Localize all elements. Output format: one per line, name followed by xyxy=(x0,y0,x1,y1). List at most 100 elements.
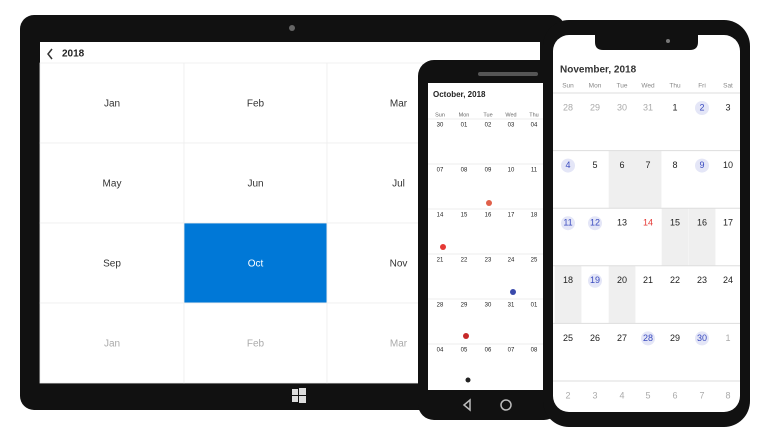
day-label[interactable]: 24 xyxy=(508,258,515,264)
day-label[interactable]: 23 xyxy=(485,258,492,264)
month-cell[interactable] xyxy=(39,302,185,384)
day-label[interactable]: 01 xyxy=(461,123,468,129)
day-label[interactable]: 3 xyxy=(725,102,730,112)
day-label[interactable]: 6 xyxy=(672,390,677,400)
day-label[interactable]: 07 xyxy=(437,168,444,174)
month-cell[interactable] xyxy=(183,142,328,224)
month-cell[interactable] xyxy=(39,142,185,224)
nav-home[interactable] xyxy=(500,399,512,411)
day-label[interactable]: 17 xyxy=(508,213,515,219)
day-marker xyxy=(561,158,575,173)
day-label[interactable]: 28 xyxy=(643,333,653,343)
day-label[interactable]: 25 xyxy=(563,333,573,343)
android-phone: October, 2018 Sun Mon Tue Wed Thu 30 01 02 03 04 0… xyxy=(418,60,560,420)
day-label[interactable]: 31 xyxy=(508,303,515,309)
day-label[interactable]: 08 xyxy=(531,348,538,354)
day-label[interactable]: 3 xyxy=(592,390,597,400)
day-label[interactable]: 27 xyxy=(617,333,627,343)
day-label[interactable]: 9 xyxy=(699,160,704,170)
day-label[interactable]: 1 xyxy=(672,102,677,112)
day-label[interactable]: 29 xyxy=(590,102,600,112)
day-label[interactable]: 28 xyxy=(563,102,573,112)
day-label[interactable]: 7 xyxy=(645,160,650,170)
day-label[interactable]: 13 xyxy=(617,218,627,228)
day-label[interactable]: 8 xyxy=(672,160,677,170)
day-label[interactable]: 15 xyxy=(461,213,468,219)
day-label[interactable]: 16 xyxy=(485,213,492,219)
windows-logo[interactable] xyxy=(292,388,306,403)
day-label[interactable]: 25 xyxy=(531,258,538,264)
day-marker xyxy=(588,273,602,288)
day-label[interactable]: 06 xyxy=(485,348,492,354)
day-label[interactable]: 4 xyxy=(565,160,570,170)
month-cell[interactable] xyxy=(183,302,328,384)
day-label[interactable]: 2 xyxy=(699,102,704,112)
day-marker xyxy=(695,158,709,173)
month-label: Mar xyxy=(390,99,408,110)
day-label[interactable]: 04 xyxy=(531,123,538,129)
day-label[interactable]: 26 xyxy=(590,333,600,343)
month-label: Mar xyxy=(390,339,408,350)
day-label[interactable]: 30 xyxy=(697,333,707,343)
day-label[interactable]: 22 xyxy=(461,258,468,264)
day-label[interactable]: 8 xyxy=(725,390,730,400)
day-label[interactable]: 08 xyxy=(461,168,468,174)
day-label[interactable]: 18 xyxy=(531,213,538,219)
day-marker xyxy=(588,216,602,231)
day-label[interactable]: 30 xyxy=(617,102,627,112)
day-label[interactable]: 28 xyxy=(437,303,444,309)
android-screen xyxy=(428,83,553,390)
day-label[interactable]: 11 xyxy=(563,218,572,228)
day-label[interactable]: 22 xyxy=(670,275,680,285)
android-title: October, 2018 xyxy=(433,90,486,99)
nav-back[interactable] xyxy=(462,398,471,412)
day-label[interactable]: 05 xyxy=(461,348,468,354)
day-label[interactable]: 11 xyxy=(531,168,538,174)
weekday-label: Sun xyxy=(562,83,574,90)
day-label[interactable]: 03 xyxy=(508,123,515,129)
day-label[interactable]: 01 xyxy=(531,303,538,309)
day-marker xyxy=(695,101,709,115)
day-label[interactable]: 29 xyxy=(670,333,680,343)
day-label[interactable]: 10 xyxy=(723,160,733,170)
day-label[interactable]: 7 xyxy=(699,390,704,400)
day-label[interactable]: 15 xyxy=(670,218,680,228)
month-cell[interactable] xyxy=(183,62,328,144)
day-label[interactable]: 6 xyxy=(619,160,624,170)
day-label[interactable]: 12 xyxy=(590,218,600,228)
day-label[interactable]: 02 xyxy=(485,123,492,129)
day-label[interactable]: 18 xyxy=(563,275,573,285)
day-label[interactable]: 07 xyxy=(508,348,515,354)
day-label[interactable]: 14 xyxy=(643,218,653,228)
day-label[interactable]: 24 xyxy=(723,275,733,285)
day-label[interactable]: 21 xyxy=(643,275,653,285)
day-label[interactable]: 17 xyxy=(723,218,733,228)
day-label[interactable]: 30 xyxy=(437,123,444,129)
day-label[interactable]: 14 xyxy=(437,213,444,219)
day-label[interactable]: 23 xyxy=(697,275,707,285)
day-label[interactable]: 10 xyxy=(508,168,515,174)
day-label[interactable]: 09 xyxy=(485,168,492,174)
month-cell[interactable] xyxy=(39,222,185,304)
month-label: Jan xyxy=(104,339,120,350)
back-arrow[interactable] xyxy=(47,48,53,60)
month-cell[interactable] xyxy=(183,222,328,304)
weekday-label: Wed xyxy=(641,83,655,90)
day-label[interactable]: 31 xyxy=(643,102,653,112)
day-label[interactable]: 20 xyxy=(617,275,627,285)
day-marker xyxy=(561,216,575,231)
day-label[interactable]: 30 xyxy=(485,303,492,309)
day-label[interactable]: 04 xyxy=(437,348,444,354)
day-label[interactable]: 2 xyxy=(565,390,570,400)
day-label[interactable]: 4 xyxy=(619,390,624,400)
day-label[interactable]: 5 xyxy=(592,160,597,170)
day-label[interactable]: 21 xyxy=(437,258,444,264)
month-label: Jan xyxy=(104,99,120,110)
month-label: May xyxy=(103,179,122,190)
weekday-label: Fri xyxy=(698,83,706,90)
day-label[interactable]: 1 xyxy=(725,333,730,343)
day-label[interactable]: 5 xyxy=(645,390,650,400)
day-label[interactable]: 29 xyxy=(461,303,468,309)
day-label[interactable]: 19 xyxy=(590,275,600,285)
day-label[interactable]: 16 xyxy=(697,218,707,228)
